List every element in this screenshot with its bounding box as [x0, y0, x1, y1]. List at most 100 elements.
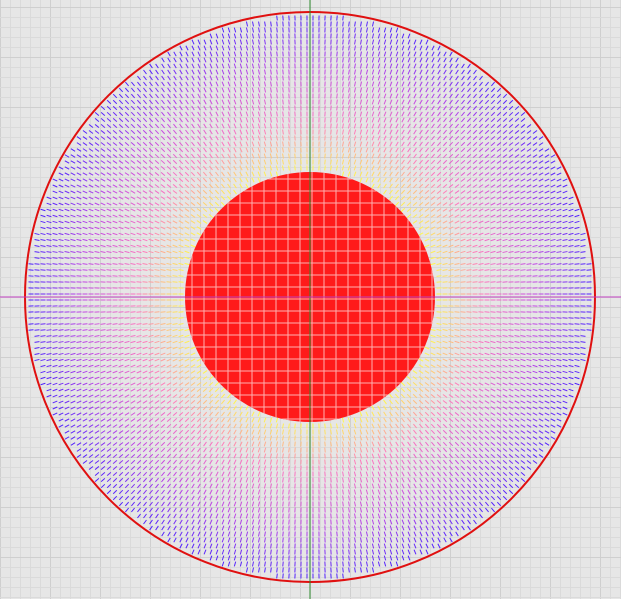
field-vector — [142, 334, 148, 338]
field-vector — [466, 232, 472, 236]
field-vector — [550, 196, 556, 200]
field-vector — [142, 105, 148, 111]
field-vector — [484, 317, 490, 319]
field-vector — [354, 63, 356, 69]
field-vector — [413, 111, 417, 117]
field-vector — [257, 423, 261, 429]
field-vector — [508, 117, 514, 123]
field-vector — [58, 376, 64, 380]
field-vector — [112, 317, 118, 319]
field-vector — [448, 178, 454, 182]
field-vector — [106, 460, 112, 464]
field-vector — [365, 69, 369, 75]
field-vector — [437, 135, 441, 141]
field-vector — [257, 441, 261, 447]
field-vector — [106, 340, 112, 344]
field-vector — [294, 159, 296, 165]
field-vector — [520, 136, 526, 140]
field-vector — [64, 352, 70, 356]
field-vector — [478, 346, 484, 350]
field-vector — [190, 196, 196, 200]
field-vector — [478, 394, 484, 398]
field-vector — [184, 232, 190, 236]
field-vector — [353, 483, 357, 489]
field-vector — [160, 202, 166, 206]
field-vector — [52, 208, 58, 212]
field-vector — [172, 423, 178, 429]
field-vector — [532, 335, 538, 337]
field-vector — [130, 99, 136, 105]
field-vector — [478, 184, 484, 188]
field-vector — [431, 45, 435, 51]
field-vector — [532, 130, 538, 134]
field-vector — [496, 370, 502, 374]
field-vector — [478, 459, 484, 465]
field-vector — [430, 429, 436, 435]
field-vector — [148, 226, 154, 230]
field-vector — [245, 135, 249, 141]
field-vector — [64, 178, 70, 182]
field-vector — [215, 177, 219, 183]
field-vector — [118, 364, 124, 368]
field-vector — [443, 69, 447, 75]
field-vector — [389, 477, 393, 483]
field-vector — [532, 244, 538, 248]
field-vector — [424, 376, 430, 380]
field-vector — [106, 154, 112, 158]
field-vector — [208, 189, 214, 195]
field-vector — [532, 220, 538, 224]
field-vector — [556, 184, 562, 188]
field-vector — [562, 412, 568, 416]
field-vector — [472, 441, 478, 447]
field-vector — [82, 184, 88, 188]
field-vector — [544, 412, 550, 416]
field-vector — [172, 262, 178, 266]
field-vector — [178, 358, 184, 362]
field-vector — [442, 244, 448, 248]
field-vector — [118, 376, 124, 380]
field-vector — [568, 388, 574, 392]
field-vector — [371, 141, 375, 147]
field-vector — [124, 184, 130, 188]
field-vector — [173, 123, 177, 129]
field-vector — [490, 346, 496, 350]
field-vector — [70, 335, 76, 337]
field-vector — [276, 15, 278, 21]
field-vector — [82, 394, 88, 398]
field-vector — [431, 87, 435, 93]
field-vector — [100, 329, 106, 331]
field-vector — [233, 435, 237, 441]
field-vector — [160, 123, 166, 129]
field-vector — [136, 208, 142, 212]
field-vector — [359, 99, 363, 105]
field-vector — [64, 335, 70, 337]
field-vector — [184, 376, 190, 380]
field-vector — [251, 87, 255, 93]
field-vector — [484, 400, 490, 404]
field-vector — [40, 220, 46, 224]
field-vector — [160, 141, 166, 147]
field-vector — [124, 442, 130, 446]
field-vector — [178, 334, 184, 338]
field-vector — [359, 411, 363, 417]
field-vector — [197, 471, 201, 477]
field-vector — [46, 232, 52, 236]
field-vector — [544, 226, 550, 230]
field-vector — [148, 346, 154, 350]
field-vector — [562, 190, 568, 194]
field-vector — [221, 411, 225, 417]
field-vector — [166, 141, 172, 147]
field-vector — [184, 399, 190, 405]
field-vector — [472, 269, 478, 271]
field-vector — [568, 394, 574, 398]
field-vector — [227, 87, 231, 93]
field-vector — [203, 447, 207, 453]
field-vector — [40, 214, 46, 218]
field-vector — [148, 424, 154, 428]
field-vector — [436, 275, 442, 277]
field-vector — [514, 394, 520, 398]
field-vector — [137, 75, 141, 81]
field-vector — [245, 177, 249, 183]
field-vector — [520, 232, 526, 236]
field-vector — [389, 483, 393, 489]
